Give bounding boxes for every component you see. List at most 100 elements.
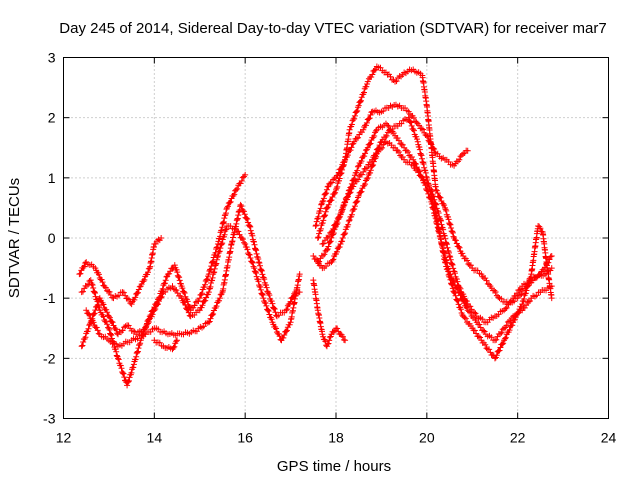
series-trace [270, 321, 284, 343]
data-point [196, 295, 203, 302]
series-trace [428, 188, 443, 222]
series-trace [287, 273, 303, 323]
data-point [205, 319, 212, 326]
series-trace [484, 314, 497, 326]
series-trace [334, 325, 343, 337]
series-trace [152, 236, 163, 247]
series-trace [519, 274, 534, 305]
series-trace [347, 194, 361, 220]
series-trace [419, 74, 430, 108]
series-trace [361, 159, 375, 172]
series-track-f [310, 277, 349, 350]
y-tick-label: 2 [48, 110, 56, 126]
series-trace [475, 321, 488, 335]
data-point [548, 253, 555, 260]
data-point [405, 114, 412, 121]
series-trace [79, 277, 93, 295]
data-point [124, 382, 131, 389]
grid [63, 57, 609, 419]
series-trace [162, 284, 174, 296]
series-trace [433, 187, 448, 209]
data-point [78, 343, 85, 350]
series-trace [461, 147, 470, 157]
series-trace [393, 135, 406, 148]
series-trace [443, 156, 456, 168]
series-trace [315, 205, 330, 241]
series-trace [172, 264, 184, 287]
x-tick-label: 24 [601, 430, 617, 446]
data-point [233, 186, 240, 193]
series-trace [347, 104, 361, 130]
data-point [446, 253, 453, 260]
series-trace [293, 288, 302, 297]
series-trace [131, 340, 144, 365]
data-point [491, 355, 498, 362]
series-trace [461, 255, 474, 269]
series-trace [365, 153, 380, 178]
series-trace [352, 171, 365, 185]
series-trace [398, 104, 410, 114]
series-trace [447, 253, 462, 289]
series-trace [251, 268, 266, 298]
series-trace [85, 261, 97, 270]
data-point [464, 147, 471, 154]
series-trace [320, 229, 334, 247]
data-point [442, 259, 448, 266]
series-trace [138, 265, 152, 288]
series-track-h [314, 63, 555, 308]
series-trace [375, 122, 388, 131]
data-point [76, 271, 83, 278]
series-trace [380, 104, 392, 115]
series-trace [77, 259, 89, 277]
data-point [87, 277, 94, 284]
series-trace [352, 129, 365, 142]
series-trace [384, 71, 397, 84]
data-point [437, 216, 444, 223]
data-point [478, 337, 485, 344]
series-track-e [151, 337, 181, 353]
series-trace [147, 243, 157, 270]
data-point [296, 271, 303, 278]
series-trace [120, 289, 134, 307]
series-trace [379, 127, 393, 143]
series-trace [179, 297, 193, 319]
series-trace [329, 327, 338, 336]
series-trace [502, 314, 515, 331]
series-trace [442, 259, 457, 295]
series-trace [375, 139, 388, 155]
data-point [401, 144, 408, 151]
series-trace [393, 147, 406, 161]
series-trace [134, 326, 147, 336]
series-track-a [76, 235, 165, 308]
series-trace [451, 237, 466, 257]
series-track-c [78, 222, 303, 350]
data-point [478, 271, 485, 278]
series-track-j [314, 114, 555, 362]
series-trace [511, 286, 524, 299]
data-point [130, 361, 137, 368]
series-trace [471, 267, 483, 277]
series-trace [316, 247, 329, 265]
data-point [392, 144, 399, 151]
series-trace [528, 225, 541, 274]
series-trace [428, 145, 439, 190]
series-trace [179, 285, 193, 311]
data-point [323, 247, 330, 254]
series-trace [324, 224, 339, 253]
data-point [78, 289, 85, 296]
series-track-b [78, 171, 249, 389]
series-trace [215, 226, 230, 256]
series-trace [125, 322, 138, 335]
data-point [205, 289, 212, 296]
data-point [151, 307, 158, 314]
data-point [214, 253, 221, 260]
data-point [364, 174, 371, 181]
series-trace [406, 117, 420, 143]
data-point [364, 144, 371, 151]
series-trace [479, 339, 493, 353]
series-trace [97, 309, 112, 331]
series-trace [107, 338, 120, 348]
series-trace [265, 290, 280, 319]
data-point [460, 253, 467, 260]
